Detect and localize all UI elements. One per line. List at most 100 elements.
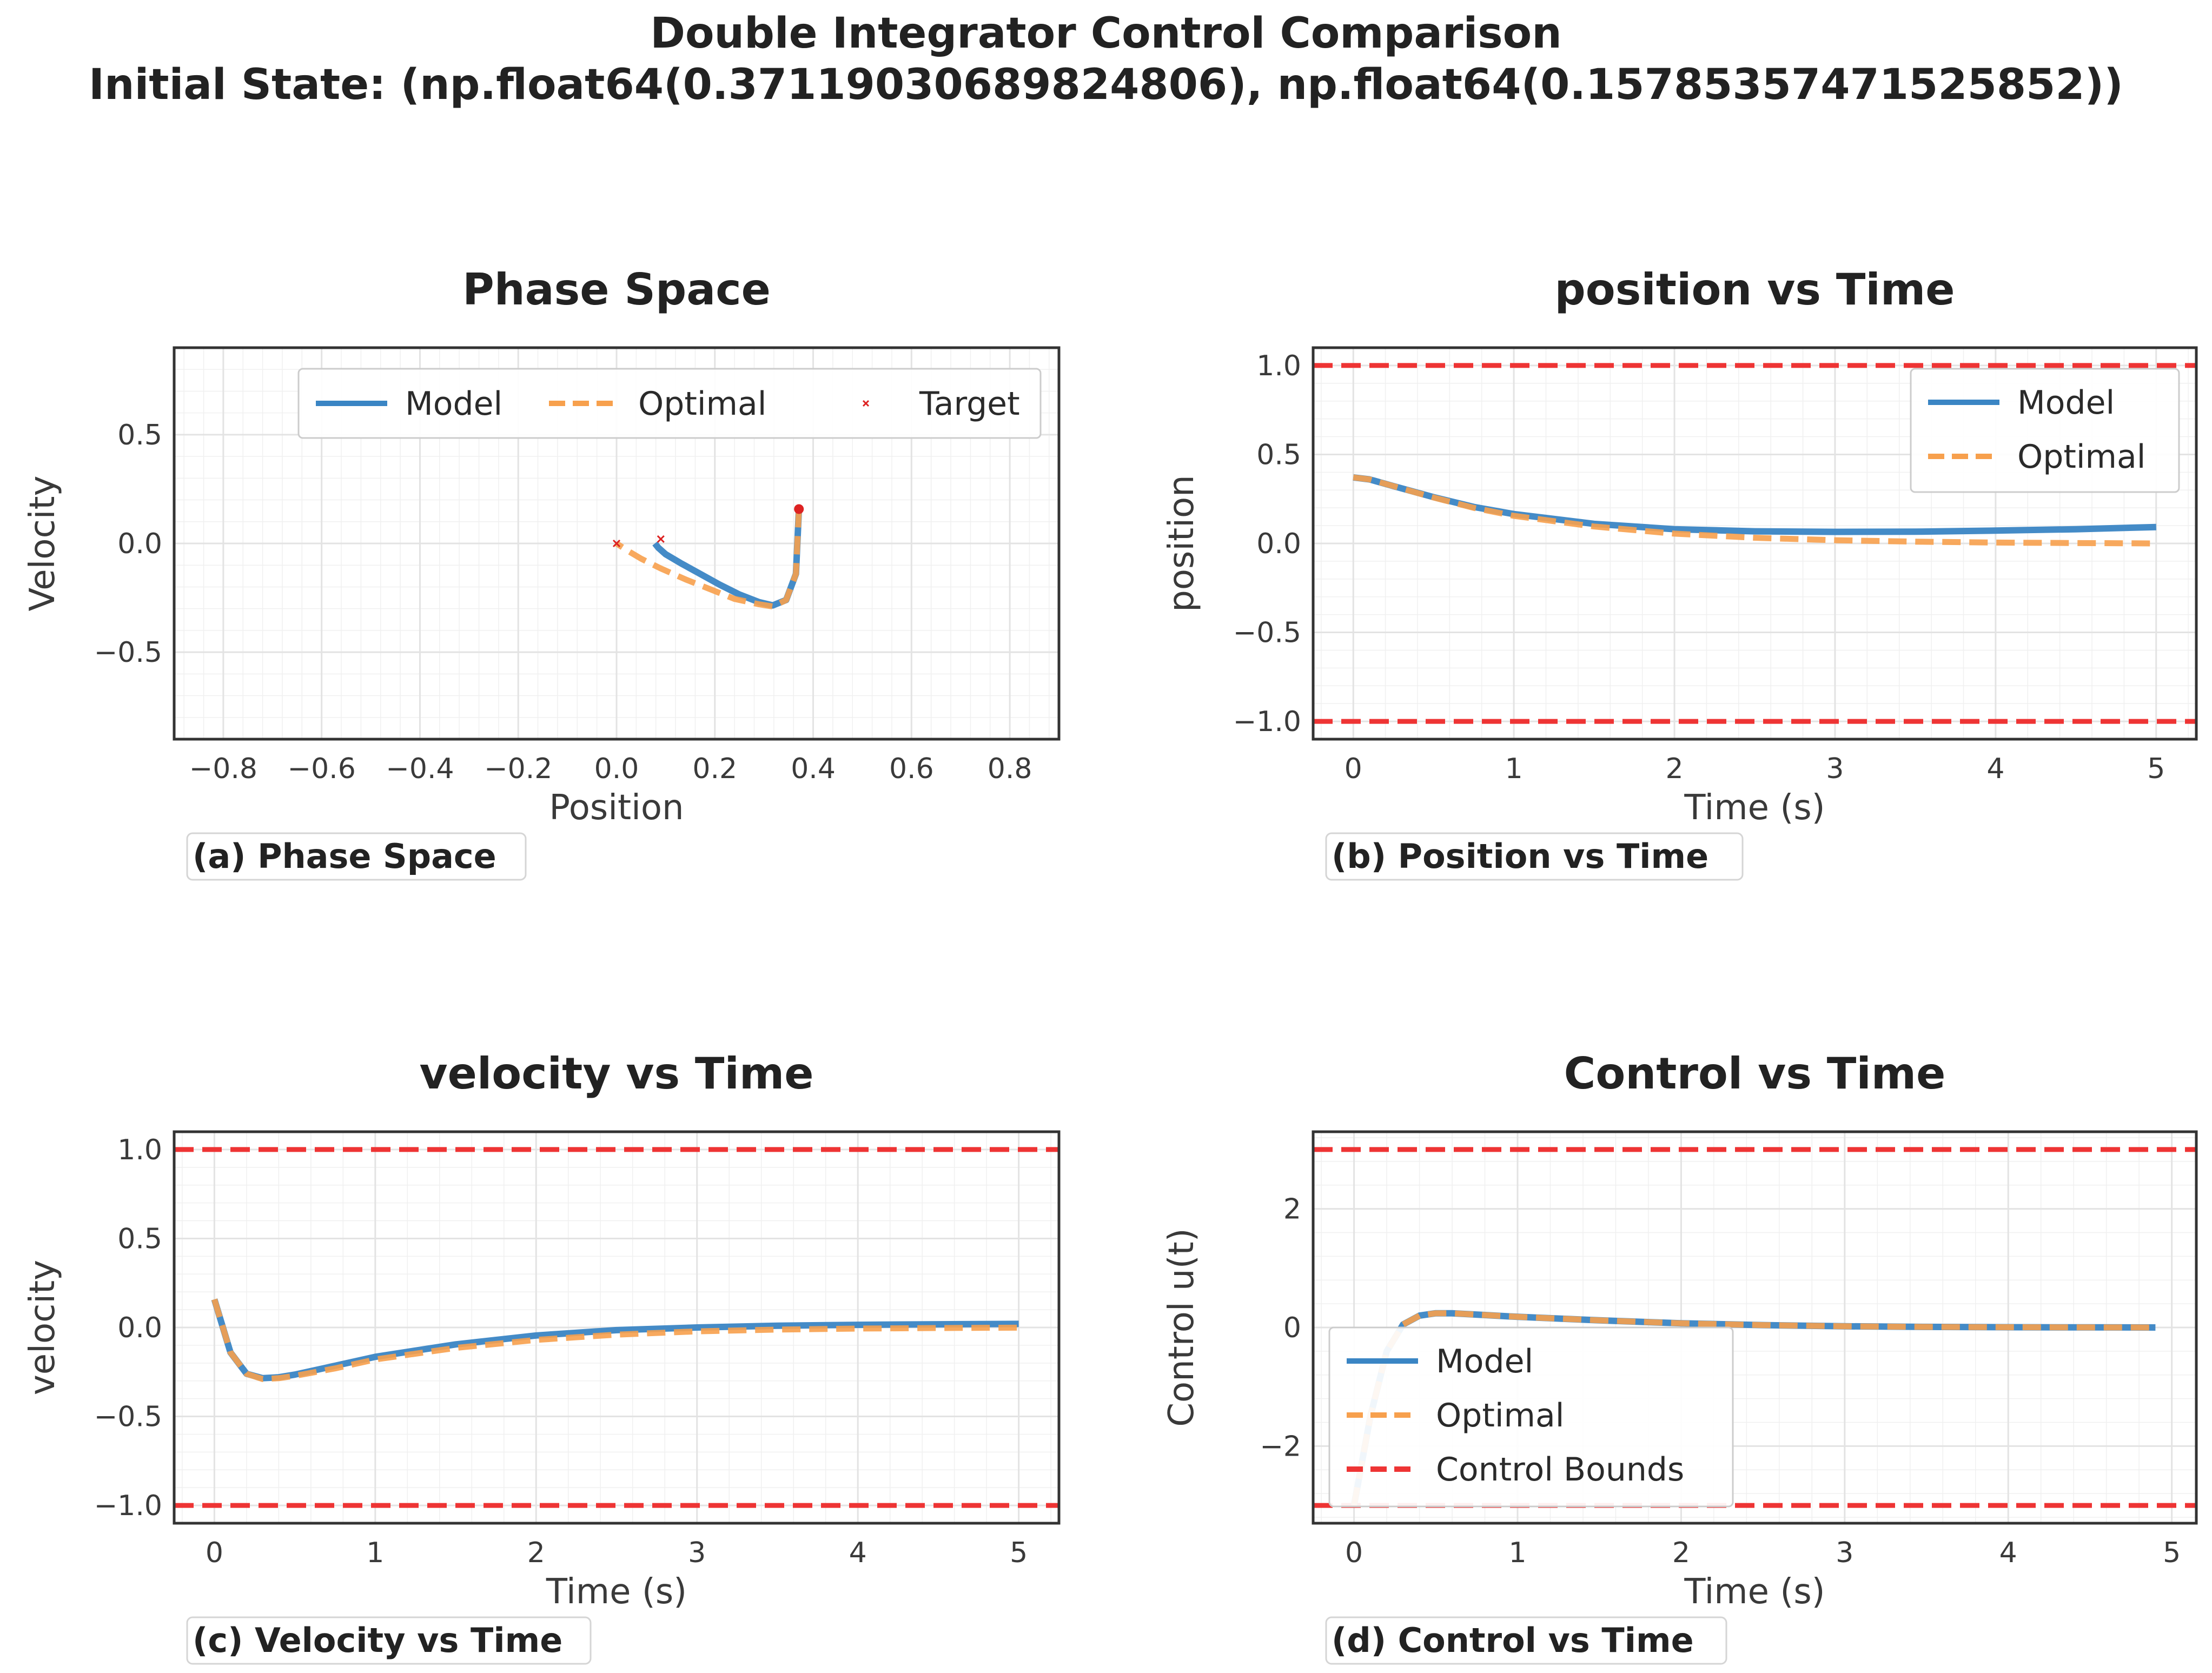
plot-frame — [1312, 1130, 2198, 1525]
target-marker-stroke — [657, 535, 665, 543]
subplot-caption: (a) Phase Space — [193, 836, 496, 876]
x-axis-label: Time (s) — [1684, 1572, 1825, 1612]
plot-frame — [1312, 346, 2198, 741]
legend-label: Model — [1436, 1343, 1533, 1380]
y-tick-label: −1.0 — [94, 1490, 162, 1522]
y-tick-label: 0.0 — [1256, 528, 1301, 560]
subplot-caption: (b) Position vs Time — [1332, 836, 1708, 876]
optimal-line — [614, 509, 802, 610]
y-axis-label: Control u(t) — [1162, 1228, 1202, 1426]
y-tick-label: −0.5 — [1233, 617, 1301, 649]
plot-area — [612, 504, 804, 610]
subplot-title: Control vs Time — [1564, 1048, 1946, 1099]
legend: Model Optimal — [1910, 368, 2180, 493]
y-tick-label: −1.0 — [1233, 706, 1301, 738]
x-tick-label: 0.4 — [791, 753, 836, 785]
legend-label: Optimal — [1436, 1397, 1564, 1435]
legend-label: Model — [405, 385, 502, 423]
y-tick-label: −0.5 — [94, 1401, 162, 1433]
target-marker — [657, 535, 665, 543]
x-tick-label: 5 — [2147, 753, 2165, 785]
legend-frame — [1328, 1326, 1734, 1508]
subplot-1: −0.8 −0.6 −0.4 −0.2 0.0 0.2 0.4 0.6 0.8 −0.5 0.0 0.… — [23, 264, 1061, 881]
x-tick-label: 0 — [1345, 1537, 1363, 1569]
x-tick-label: 3 — [1836, 1537, 1853, 1569]
x-tick-label: −0.6 — [288, 753, 356, 785]
start-point-marker — [794, 504, 804, 514]
x-tick-label: −0.4 — [386, 753, 454, 785]
y-tick-label: −2 — [1260, 1430, 1301, 1463]
x-tick-label: 2 — [1672, 1537, 1690, 1569]
x-tick-label: 5 — [2163, 1537, 2181, 1569]
legend-label: Control Bounds — [1436, 1451, 1684, 1489]
y-tick-label: −0.5 — [94, 636, 162, 669]
y-axis-label: velocity — [23, 1260, 63, 1395]
optimal-line — [1353, 474, 2156, 547]
x-tick-label: −0.2 — [484, 753, 552, 785]
caption-box — [186, 1616, 592, 1665]
plot-area — [174, 1147, 1059, 1508]
y-tick-label: 0 — [1283, 1312, 1301, 1344]
x-tick-label: 0.8 — [988, 753, 1032, 785]
x-axis-label: Time (s) — [546, 1572, 687, 1612]
x-tick-label: 0.0 — [594, 753, 639, 785]
y-tick-label: 0.5 — [117, 419, 162, 452]
figure-title-line1: Double Integrator Control Comparison — [650, 9, 1562, 58]
model-line — [652, 509, 803, 609]
subplot-grid: −0.8 −0.6 −0.4 −0.2 0.0 0.2 0.4 0.6 0.8 −0.5 0.0 0.… — [23, 264, 2198, 1665]
x-tick-label: 4 — [849, 1537, 867, 1569]
plot-frame — [173, 1130, 1061, 1525]
legend-label: Optimal — [638, 385, 766, 423]
subplot-title: Phase Space — [462, 264, 771, 315]
legend: Model Optimal Target — [297, 368, 1042, 439]
x-tick-label: −0.8 — [189, 753, 257, 785]
x-tick-label: 4 — [1999, 1537, 2017, 1569]
subplot-4: 0 1 2 3 4 5 −2 0 2 Control vs Time Time (s) Control… — [1162, 1048, 2198, 1665]
subplot-2: 0 1 2 3 4 5 −1.0 −0.5 0.0 0.5 1.0 position vs Time T… — [1162, 264, 2198, 881]
optimal-line — [211, 1298, 1019, 1382]
legend-frame — [297, 368, 1042, 439]
y-axis-label: position — [1162, 475, 1202, 612]
y-tick-label: 1.0 — [1256, 350, 1301, 382]
subplot-caption: (d) Control vs Time — [1332, 1621, 1694, 1660]
x-tick-label: 0.6 — [889, 753, 934, 785]
x-tick-label: 4 — [1986, 753, 2004, 785]
plot-frame — [173, 346, 1061, 741]
y-axis-label: Velocity — [23, 475, 63, 611]
y-tick-label: 0.0 — [117, 528, 162, 560]
x-tick-label: 2 — [527, 1537, 545, 1569]
subplot-caption: (c) Velocity vs Time — [193, 1621, 562, 1660]
legend: Model Optimal Control Bounds — [1328, 1326, 1734, 1508]
x-tick-label: 0 — [206, 1537, 223, 1569]
y-tick-label: 0.0 — [117, 1312, 162, 1344]
legend-label: Optimal — [2017, 438, 2145, 476]
x-tick-label: 1 — [1505, 753, 1523, 785]
x-tick-label: 1 — [366, 1537, 384, 1569]
x-axis-label: Time (s) — [1684, 788, 1825, 828]
legend-label: Model — [2017, 384, 2115, 422]
x-tick-label: 1 — [1508, 1537, 1526, 1569]
x-tick-label: 2 — [1665, 753, 1683, 785]
subplot-title: position vs Time — [1555, 264, 1955, 315]
plot-area — [1313, 363, 2196, 724]
target-marker — [612, 539, 621, 548]
x-tick-label: 0 — [1345, 753, 1362, 785]
caption-box — [1325, 832, 1744, 881]
y-tick-label: 0.5 — [117, 1223, 162, 1255]
x-tick-label: 3 — [1826, 753, 1844, 785]
y-tick-label: 2 — [1283, 1193, 1301, 1226]
subplot-title: velocity vs Time — [419, 1048, 813, 1099]
subplot-3: 0 1 2 3 4 5 −1.0 −0.5 0.0 0.5 1.0 velocity vs Time T… — [23, 1048, 1061, 1665]
x-axis-label: Position — [549, 788, 684, 828]
y-tick-label: 0.5 — [1256, 439, 1301, 471]
caption-box — [186, 832, 527, 881]
legend-label: Target — [919, 385, 1020, 423]
legend-swatch — [862, 400, 870, 407]
caption-box — [1325, 1616, 1727, 1665]
model-line — [1353, 474, 2156, 535]
target-marker-stroke — [612, 539, 621, 548]
y-tick-label: 1.0 — [117, 1134, 162, 1166]
x-tick-label: 0.2 — [692, 753, 737, 785]
x-tick-label: 5 — [1010, 1537, 1028, 1569]
